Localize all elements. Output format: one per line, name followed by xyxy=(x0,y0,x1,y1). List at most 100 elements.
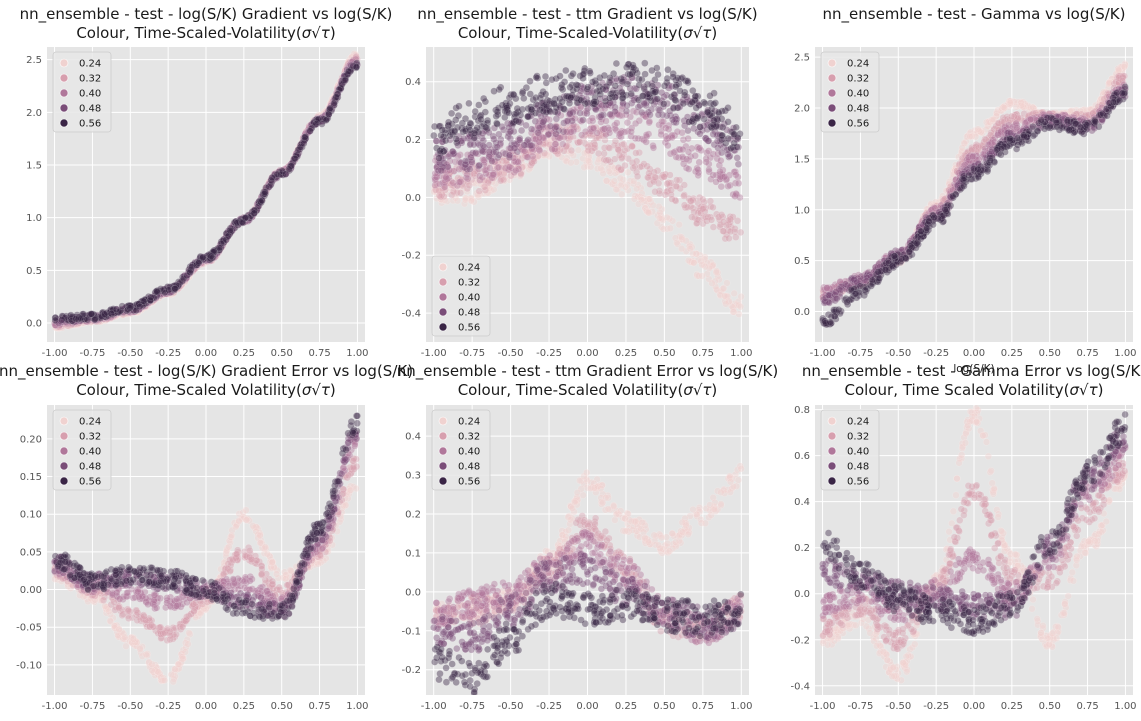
data-point xyxy=(240,216,248,224)
data-point xyxy=(610,177,619,185)
data-point xyxy=(345,57,353,66)
data-point xyxy=(58,322,66,330)
data-point xyxy=(316,111,324,120)
data-point xyxy=(116,310,124,318)
data-point xyxy=(255,197,264,205)
data-point xyxy=(299,136,307,144)
data-point xyxy=(155,294,163,302)
data-point xyxy=(137,304,146,313)
data-point xyxy=(208,256,217,264)
data-point xyxy=(117,308,125,317)
data-point xyxy=(580,70,588,78)
data-point xyxy=(253,203,261,212)
data-point xyxy=(574,81,582,90)
data-point xyxy=(120,308,129,316)
data-point xyxy=(461,157,470,165)
data-point xyxy=(122,308,130,316)
x-tick-label: 0.75 xyxy=(692,348,714,359)
data-point xyxy=(262,185,271,194)
data-point xyxy=(87,318,96,327)
data-point xyxy=(287,160,295,168)
data-point xyxy=(453,197,462,205)
data-point xyxy=(226,229,235,237)
data-point xyxy=(318,111,326,119)
data-point xyxy=(341,66,349,75)
data-point xyxy=(233,219,242,227)
data-point xyxy=(159,291,167,299)
data-point xyxy=(495,151,503,159)
data-point xyxy=(125,309,133,317)
data-point xyxy=(177,281,186,289)
data-point xyxy=(177,279,185,288)
data-point xyxy=(253,200,262,208)
data-point xyxy=(691,152,699,160)
data-point xyxy=(350,50,358,58)
data-point xyxy=(336,77,345,85)
data-point xyxy=(118,308,127,316)
data-point xyxy=(669,104,678,112)
data-point xyxy=(335,80,344,88)
data-point xyxy=(479,142,487,150)
data-point xyxy=(227,224,236,233)
legend-label: 0.32 xyxy=(79,74,101,85)
data-point xyxy=(181,278,189,286)
data-point xyxy=(82,317,91,325)
data-point xyxy=(168,289,176,297)
data-point xyxy=(163,290,171,298)
data-point xyxy=(232,221,241,229)
data-point xyxy=(87,318,95,326)
data-point xyxy=(299,133,308,141)
legend-marker xyxy=(438,307,448,317)
data-point xyxy=(284,163,292,171)
data-point xyxy=(645,169,653,177)
data-point xyxy=(179,280,187,288)
data-point xyxy=(79,316,88,324)
x-tick-label: 0.00 xyxy=(576,348,598,359)
data-point xyxy=(91,315,99,324)
data-point xyxy=(618,77,627,86)
data-point xyxy=(334,81,342,90)
data-point xyxy=(268,173,276,181)
legend-label: 0.40 xyxy=(458,293,480,304)
data-point xyxy=(330,93,339,101)
data-point xyxy=(664,141,672,150)
x-tick-label: -0.25 xyxy=(923,348,949,359)
data-point xyxy=(719,227,728,235)
data-point xyxy=(612,185,620,194)
data-point xyxy=(282,170,290,178)
y-tick-label: 0.0 xyxy=(405,193,421,204)
data-point xyxy=(149,298,157,306)
data-point xyxy=(192,263,200,271)
data-point xyxy=(325,103,333,111)
subtitle-prefix: Colour, Time-Scaled-Volatility( xyxy=(76,24,301,42)
data-point xyxy=(322,107,330,115)
data-point xyxy=(215,244,224,252)
data-point xyxy=(86,317,95,325)
data-point xyxy=(232,222,240,230)
data-point xyxy=(737,293,745,301)
data-point xyxy=(110,312,118,321)
data-point xyxy=(721,292,729,300)
data-point xyxy=(143,299,152,307)
y-tick-label: 0.4 xyxy=(405,77,421,88)
data-point xyxy=(249,207,257,215)
data-point xyxy=(189,265,197,274)
sigma-tau-symbol: σ√τ xyxy=(683,24,712,42)
data-point xyxy=(664,66,672,74)
data-point xyxy=(662,132,670,140)
data-point xyxy=(576,109,584,117)
data-point xyxy=(208,253,217,261)
legend-label: 0.32 xyxy=(458,278,480,289)
data-point xyxy=(165,290,174,299)
data-point xyxy=(673,238,681,247)
chart-panel-top-right: -1.00 -0.75 -0.50 -0.25 0.00 0.25 0.50 0.75 1.00… xyxy=(794,5,1136,375)
y-tick-label: 2.0 xyxy=(26,108,42,119)
data-point xyxy=(438,126,446,134)
data-point xyxy=(250,208,259,216)
x-tick-label: 0.25 xyxy=(615,348,637,359)
data-point xyxy=(244,214,252,223)
data-point xyxy=(512,166,520,175)
data-point xyxy=(225,230,233,238)
data-point xyxy=(263,183,272,191)
data-point xyxy=(724,118,732,126)
